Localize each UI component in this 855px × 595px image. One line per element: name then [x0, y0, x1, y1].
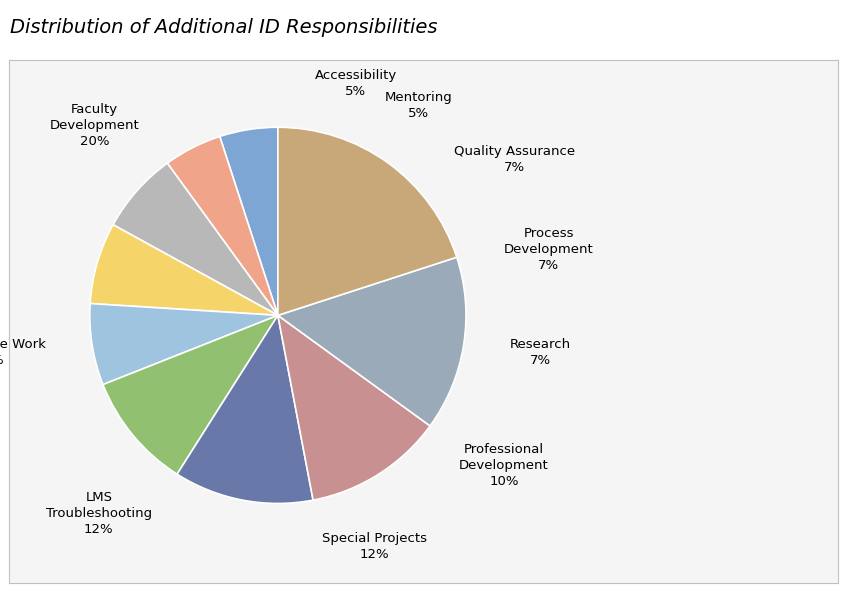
Text: Accessibility
5%: Accessibility 5%	[315, 68, 397, 98]
Text: Quality Assurance
7%: Quality Assurance 7%	[454, 145, 575, 174]
Text: Process
Development
7%: Process Development 7%	[504, 227, 593, 273]
Wedge shape	[90, 225, 278, 315]
Wedge shape	[278, 257, 466, 426]
Text: Faculty
Development
20%: Faculty Development 20%	[50, 102, 139, 148]
Wedge shape	[220, 127, 278, 315]
Text: Distribution of Additional ID Responsibilities: Distribution of Additional ID Responsibi…	[10, 18, 438, 37]
Wedge shape	[278, 127, 457, 315]
Wedge shape	[168, 136, 278, 315]
Text: Professional
Development
10%: Professional Development 10%	[459, 443, 549, 488]
Text: Mentoring
5%: Mentoring 5%	[385, 92, 452, 120]
Text: Special Projects
12%: Special Projects 12%	[322, 532, 427, 561]
Wedge shape	[177, 315, 313, 503]
Wedge shape	[278, 315, 430, 500]
Wedge shape	[103, 315, 278, 474]
Text: Committee Work
15%: Committee Work 15%	[0, 337, 45, 367]
Wedge shape	[113, 163, 278, 315]
Wedge shape	[90, 303, 278, 384]
Text: Research
7%: Research 7%	[510, 337, 571, 367]
Text: LMS
Troubleshooting
12%: LMS Troubleshooting 12%	[46, 491, 152, 536]
